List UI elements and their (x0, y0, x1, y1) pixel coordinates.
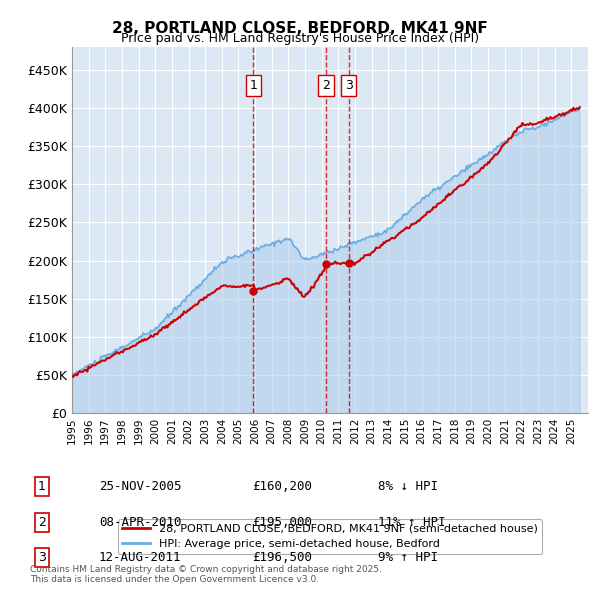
Text: 08-APR-2010: 08-APR-2010 (99, 516, 182, 529)
Text: 1: 1 (38, 480, 46, 493)
Legend: 28, PORTLAND CLOSE, BEDFORD, MK41 9NF (semi-detached house), HPI: Average price,: 28, PORTLAND CLOSE, BEDFORD, MK41 9NF (s… (118, 519, 542, 554)
Text: £196,500: £196,500 (252, 551, 312, 564)
Text: £160,200: £160,200 (252, 480, 312, 493)
Text: Price paid vs. HM Land Registry's House Price Index (HPI): Price paid vs. HM Land Registry's House … (121, 32, 479, 45)
Text: 3: 3 (38, 551, 46, 564)
Text: £195,000: £195,000 (252, 516, 312, 529)
Text: 2: 2 (38, 516, 46, 529)
Text: 9% ↑ HPI: 9% ↑ HPI (378, 551, 438, 564)
Text: 12-AUG-2011: 12-AUG-2011 (99, 551, 182, 564)
Text: 2: 2 (322, 79, 330, 92)
Text: 8% ↓ HPI: 8% ↓ HPI (378, 480, 438, 493)
Text: 25-NOV-2005: 25-NOV-2005 (99, 480, 182, 493)
Text: 1: 1 (250, 79, 257, 92)
Text: Contains HM Land Registry data © Crown copyright and database right 2025.
This d: Contains HM Land Registry data © Crown c… (30, 565, 382, 584)
Text: 28, PORTLAND CLOSE, BEDFORD, MK41 9NF: 28, PORTLAND CLOSE, BEDFORD, MK41 9NF (112, 21, 488, 35)
Text: 11% ↑ HPI: 11% ↑ HPI (378, 516, 445, 529)
Text: 3: 3 (345, 79, 353, 92)
